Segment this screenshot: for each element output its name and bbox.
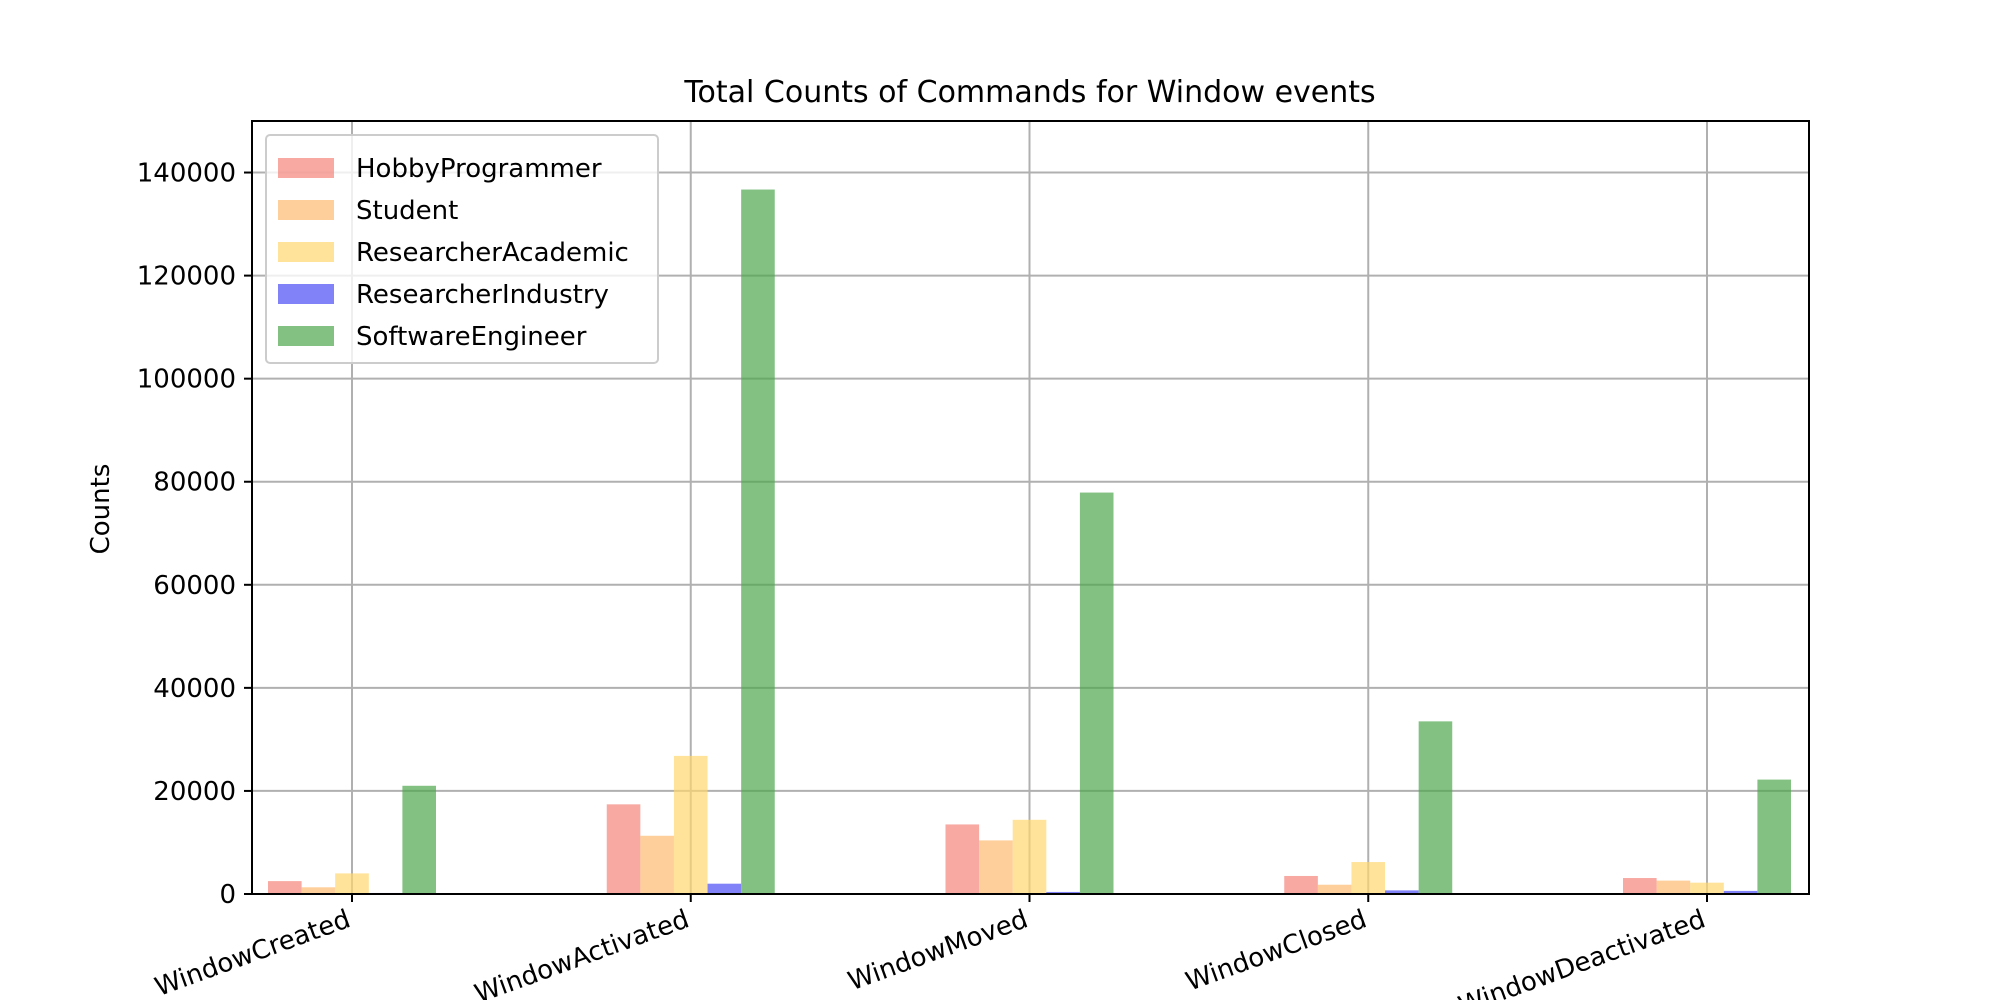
grid-lines bbox=[252, 121, 1809, 895]
x-tick-label: WindowCreated bbox=[151, 904, 354, 1000]
legend-label-Student: Student bbox=[356, 196, 458, 226]
bar-SoftwareEngineer-WindowMoved bbox=[1079, 492, 1114, 894]
bar-Student-WindowActivated bbox=[640, 835, 674, 894]
bar-ResearcherIndustry-WindowDeactivated bbox=[1723, 890, 1758, 894]
legend-label-ResearcherAcademic: ResearcherAcademic bbox=[356, 238, 629, 268]
x-tick-label: WindowMoved bbox=[844, 904, 1032, 997]
legend-label-ResearcherIndustry: ResearcherIndustry bbox=[356, 280, 609, 310]
legend-swatch-Student bbox=[278, 200, 334, 220]
y-tick-label: 40000 bbox=[153, 674, 236, 704]
bar-ResearcherAcademic-WindowCreated bbox=[335, 873, 369, 894]
legend-swatch-ResearcherIndustry bbox=[278, 284, 334, 304]
bar-HobbyProgrammer-WindowActivated bbox=[606, 804, 641, 894]
bar-SoftwareEngineer-WindowDeactivated bbox=[1757, 779, 1791, 894]
legend-swatch-ResearcherAcademic bbox=[278, 242, 334, 262]
y-tick-label: 100000 bbox=[137, 365, 236, 395]
bar-ResearcherAcademic-WindowDeactivated bbox=[1690, 882, 1724, 894]
bar-Student-WindowCreated bbox=[301, 887, 336, 894]
chart-title: Total Counts of Commands for Window even… bbox=[683, 75, 1375, 110]
bar-ResearcherAcademic-WindowClosed bbox=[1351, 862, 1386, 894]
bars bbox=[268, 189, 1791, 895]
x-axis-ticks: WindowCreated WindowActivated WindowMoved W… bbox=[151, 894, 1709, 1000]
bar-HobbyProgrammer-WindowMoved bbox=[945, 824, 980, 894]
x-tick-label: WindowActivated bbox=[471, 904, 693, 1000]
bar-HobbyProgrammer-WindowDeactivated bbox=[1623, 878, 1657, 894]
bar-SoftwareEngineer-WindowCreated bbox=[402, 785, 436, 894]
bar-Student-WindowClosed bbox=[1317, 884, 1352, 894]
bar-SoftwareEngineer-WindowActivated bbox=[741, 189, 775, 895]
y-tick-label: 80000 bbox=[153, 468, 236, 498]
bar-ResearcherIndustry-WindowActivated bbox=[707, 883, 742, 894]
bar-Student-WindowMoved bbox=[979, 840, 1013, 894]
legend-label-HobbyProgrammer: HobbyProgrammer bbox=[356, 154, 602, 184]
legend-box bbox=[265, 134, 659, 364]
y-tick-label: 140000 bbox=[137, 159, 236, 189]
legend-swatch-HobbyProgrammer bbox=[278, 158, 334, 178]
y-axis-label: Counts bbox=[86, 464, 116, 555]
bar-SoftwareEngineer-WindowClosed bbox=[1418, 721, 1453, 894]
bar-HobbyProgrammer-WindowClosed bbox=[1284, 875, 1318, 894]
legend-label-SoftwareEngineer: SoftwareEngineer bbox=[356, 322, 587, 352]
y-axis-ticks: 0 20000 40000 60000 80000 100000 120000 140000 bbox=[137, 159, 252, 910]
bar-ResearcherIndustry-WindowMoved bbox=[1046, 891, 1080, 894]
bar-ResearcherIndustry-WindowClosed bbox=[1385, 890, 1419, 894]
y-tick-label: 0 bbox=[219, 880, 236, 910]
bar-HobbyProgrammer-WindowCreated bbox=[268, 881, 302, 894]
y-tick-label: 20000 bbox=[153, 777, 236, 807]
y-tick-label: 60000 bbox=[153, 571, 236, 601]
x-tick-label: WindowClosed bbox=[1182, 904, 1371, 997]
x-tick-label: WindowDeactivated bbox=[1455, 904, 1710, 1000]
y-tick-label: 120000 bbox=[137, 262, 236, 292]
bar-Student-WindowDeactivated bbox=[1656, 880, 1691, 894]
bar-ResearcherAcademic-WindowActivated bbox=[673, 755, 708, 894]
bar-ResearcherAcademic-WindowMoved bbox=[1012, 819, 1047, 894]
legend: HobbyProgrammer Student ResearcherAcademic… bbox=[265, 134, 659, 364]
legend-swatch-SoftwareEngineer bbox=[278, 326, 334, 346]
